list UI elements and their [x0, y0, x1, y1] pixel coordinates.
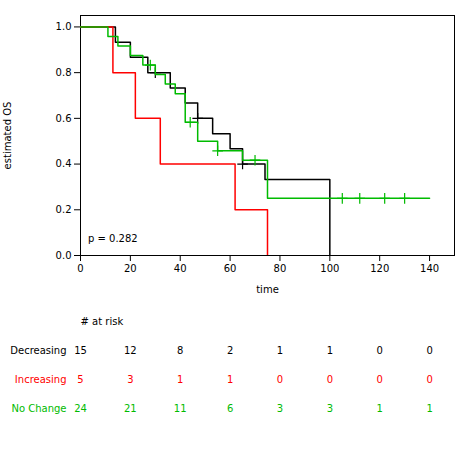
svg-text:0: 0	[377, 345, 383, 356]
svg-text:0.6: 0.6	[56, 113, 72, 124]
svg-text:0: 0	[277, 374, 283, 385]
svg-text:8: 8	[177, 345, 183, 356]
svg-text:120: 120	[370, 263, 389, 274]
svg-text:0.0: 0.0	[56, 250, 72, 261]
svg-text:0: 0	[426, 345, 432, 356]
svg-text:15: 15	[74, 345, 87, 356]
svg-text:3: 3	[327, 403, 333, 414]
svg-text:0: 0	[77, 263, 83, 274]
svg-text:12: 12	[124, 345, 137, 356]
svg-text:estimated OS: estimated OS	[2, 102, 13, 170]
svg-text:1: 1	[177, 374, 183, 385]
svg-text:5: 5	[77, 374, 83, 385]
svg-text:Decreasing: Decreasing	[10, 345, 66, 356]
svg-text:0: 0	[377, 374, 383, 385]
svg-text:3: 3	[277, 403, 283, 414]
svg-text:100: 100	[320, 263, 339, 274]
svg-text:40: 40	[174, 263, 187, 274]
svg-text:1: 1	[377, 403, 383, 414]
svg-text:11: 11	[174, 403, 187, 414]
svg-text:1: 1	[426, 403, 432, 414]
svg-text:p = 0.282: p = 0.282	[88, 233, 138, 244]
svg-text:0.8: 0.8	[56, 67, 72, 78]
svg-text:3: 3	[127, 374, 133, 385]
svg-text:21: 21	[124, 403, 137, 414]
svg-text:0.2: 0.2	[56, 204, 72, 215]
svg-text:24: 24	[74, 403, 87, 414]
svg-text:Increasing: Increasing	[15, 374, 67, 385]
svg-text:140: 140	[420, 263, 439, 274]
svg-text:1: 1	[277, 345, 283, 356]
svg-text:1: 1	[227, 374, 233, 385]
svg-text:60: 60	[224, 263, 237, 274]
svg-text:6: 6	[227, 403, 233, 414]
svg-text:1: 1	[327, 345, 333, 356]
svg-text:1.0: 1.0	[56, 21, 72, 32]
svg-text:20: 20	[124, 263, 137, 274]
svg-text:0: 0	[426, 374, 432, 385]
svg-text:No Change: No Change	[11, 403, 66, 414]
svg-text:0: 0	[327, 374, 333, 385]
svg-text:2: 2	[227, 345, 233, 356]
svg-text:# at risk: # at risk	[81, 316, 124, 327]
svg-text:0.4: 0.4	[56, 158, 72, 169]
svg-text:time: time	[256, 284, 279, 295]
svg-text:80: 80	[274, 263, 287, 274]
